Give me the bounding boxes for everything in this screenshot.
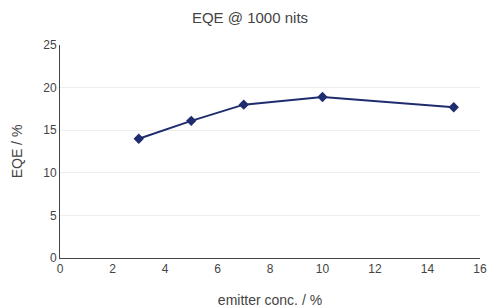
svg-text:5: 5 <box>50 209 57 223</box>
svg-text:14: 14 <box>421 262 435 276</box>
svg-text:16: 16 <box>473 262 487 276</box>
svg-text:15: 15 <box>43 123 57 137</box>
svg-text:10: 10 <box>43 166 57 180</box>
svg-text:0: 0 <box>50 251 57 265</box>
svg-text:EQE / %: EQE / % <box>9 125 25 179</box>
svg-text:20: 20 <box>43 81 57 95</box>
svg-text:emitter conc. / %: emitter conc. / % <box>218 292 322 308</box>
svg-text:2: 2 <box>109 262 116 276</box>
svg-text:4: 4 <box>162 262 169 276</box>
svg-text:6: 6 <box>214 262 221 276</box>
svg-text:8: 8 <box>267 262 274 276</box>
svg-text:10: 10 <box>316 262 330 276</box>
svg-text:12: 12 <box>368 262 382 276</box>
svg-text:25: 25 <box>43 38 57 52</box>
svg-text:0: 0 <box>57 262 64 276</box>
svg-text:EQE @ 1000 nits: EQE @ 1000 nits <box>192 9 308 26</box>
